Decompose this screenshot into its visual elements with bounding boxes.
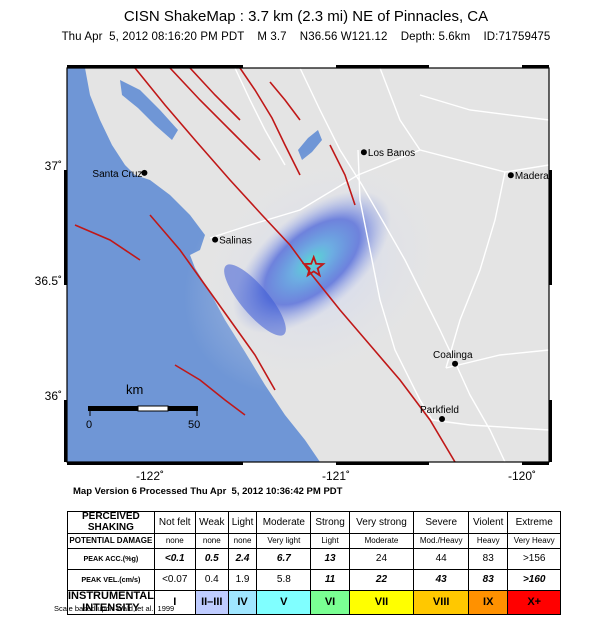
legend-shaking: Not felt <box>153 511 196 534</box>
city-label: Santa Cruz <box>92 169 142 180</box>
legend-shaking: Strong <box>310 511 350 534</box>
scale-bar-start: 0 <box>86 419 92 431</box>
legend-damage: none <box>194 533 229 549</box>
scale-bar-unit: km <box>126 382 143 397</box>
map-version: Map Version 6 Processed Thu Apr 5, 2012 … <box>73 486 343 497</box>
legend-shaking: Very strong <box>348 511 415 534</box>
scale-credit: Scale based upon Wald, et al.; 1999 <box>54 604 175 613</box>
city-label: Los Banos <box>368 148 415 159</box>
lat-tick-36-5: 36.5˚ <box>35 274 62 288</box>
lat-tick-37: 37˚ <box>45 159 62 173</box>
legend-intensity-swatch: VII <box>348 589 415 616</box>
legend-intensity-swatch: V <box>256 589 312 616</box>
city-label: Salinas <box>219 236 252 247</box>
legend-acc: >156 <box>507 548 561 570</box>
city-marker: Madera <box>507 171 549 182</box>
legend-damage: Light <box>310 533 350 549</box>
legend-shaking: Light <box>227 511 258 534</box>
legend-intensity-swatch: X+ <box>507 589 561 616</box>
city-marker: Los Banos <box>360 148 415 159</box>
legend-acc: 83 <box>468 548 509 570</box>
legend-damage: none <box>153 533 196 549</box>
city-label: Coalinga <box>433 350 473 361</box>
legend-damage: Heavy <box>468 533 509 549</box>
legend-shaking: Extreme <box>507 511 561 534</box>
legend-damage: Very light <box>256 533 312 549</box>
row-label-vel: PEAK VEL.(cm/s) <box>67 569 155 591</box>
legend-damage: Moderate <box>348 533 415 549</box>
legend-intensity-swatch: VIII <box>413 589 470 616</box>
lon-tick-122: -122˚ <box>136 469 164 483</box>
legend-damage: Very Heavy <box>507 533 561 549</box>
lat-tick-36: 36˚ <box>45 389 62 403</box>
legend-vel: 5.8 <box>256 569 312 591</box>
legend-acc: <0.1 <box>153 548 196 570</box>
legend-vel: >160 <box>507 569 561 591</box>
city-marker: Parkfield <box>420 405 459 422</box>
legend-acc: 2.4 <box>227 548 258 570</box>
scale-bar <box>88 405 198 416</box>
legend-vel: 43 <box>413 569 470 591</box>
roads <box>209 68 549 462</box>
legend-vel: 0.4 <box>194 569 229 591</box>
legend-acc: 24 <box>348 548 415 570</box>
city-marker: Salinas <box>212 236 252 247</box>
legend-acc: 44 <box>413 548 470 570</box>
bay <box>120 80 178 140</box>
legend-intensity-swatch: IX <box>468 589 509 616</box>
legend-vel: <0.07 <box>153 569 196 591</box>
legend-intensity-swatch: VI <box>310 589 350 616</box>
legend-vel: 83 <box>468 569 509 591</box>
lon-tick-120: -120˚ <box>508 469 536 483</box>
scale-bar-end: 50 <box>188 419 200 431</box>
city-marker: Coalinga <box>433 350 473 367</box>
legend-intensity-swatch: II–III <box>194 589 229 616</box>
lon-tick-121: -121˚ <box>322 469 350 483</box>
city-label: Parkfield <box>420 405 459 416</box>
legend-intensity-swatch: IV <box>227 589 258 616</box>
legend-damage: none <box>227 533 258 549</box>
legend-vel: 22 <box>348 569 415 591</box>
legend-shaking: Weak <box>194 511 229 534</box>
faults <box>74 68 456 462</box>
city-marker: Santa Cruz <box>92 169 148 180</box>
row-label-intensity: INSTRUMENTAL INTENSITY <box>67 589 155 616</box>
row-label-damage: POTENTIAL DAMAGE <box>67 533 155 549</box>
shakemap: Los Banos Madera Santa Cruz Salinas Coalinga… <box>35 65 552 483</box>
map-title: CISN ShakeMap : 3.7 km (2.3 mi) NE of Pi… <box>123 8 489 25</box>
row-label-shaking: PERCEIVED SHAKING <box>67 511 155 534</box>
legend-shaking: Moderate <box>256 511 312 534</box>
epicenter-star-icon <box>301 254 326 278</box>
legend-acc: 6.7 <box>256 548 312 570</box>
legend-acc: 0.5 <box>194 548 229 570</box>
row-label-acc: PEAK ACC.(%g) <box>67 548 155 570</box>
intensity-legend: PERCEIVED SHAKING Not felt Weak Light Mo… <box>67 511 561 616</box>
legend-vel: 11 <box>310 569 350 591</box>
legend-acc: 13 <box>310 548 350 570</box>
legend-vel: 1.9 <box>227 569 258 591</box>
legend-shaking: Severe <box>413 511 470 534</box>
event-details: Thu Apr 5, 2012 08:16:20 PM PDT M 3.7 N3… <box>61 31 551 43</box>
legend-shaking: Violent <box>468 511 509 534</box>
legend-damage: Mod./Heavy <box>413 533 470 549</box>
city-label: Madera <box>515 171 549 182</box>
